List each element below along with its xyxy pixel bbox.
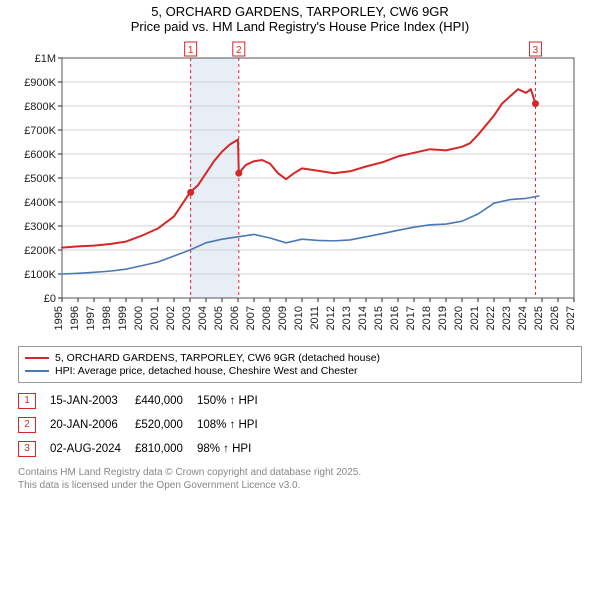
marker-row: 1 15-JAN-2003£440,000150% ↑ HPI (18, 389, 272, 413)
footer-note: Contains HM Land Registry data © Crown c… (0, 467, 600, 492)
svg-text:2021: 2021 (469, 306, 481, 330)
marker-row: 2 20-JAN-2006£520,000108% ↑ HPI (18, 413, 272, 437)
svg-text:£1M: £1M (35, 53, 56, 65)
footer-line-2: This data is licensed under the Open Gov… (18, 480, 582, 493)
svg-text:2011: 2011 (309, 306, 321, 330)
marker-date: 20-JAN-2006 (50, 413, 135, 437)
marker-date: 15-JAN-2003 (50, 389, 135, 413)
marker-badge: 1 (18, 393, 36, 409)
svg-text:2015: 2015 (373, 306, 385, 330)
svg-text:1996: 1996 (69, 306, 81, 330)
svg-text:£700K: £700K (24, 125, 56, 137)
marker-badge: 3 (18, 441, 36, 457)
svg-text:2001: 2001 (149, 306, 161, 330)
markers-table-wrap: 1 15-JAN-2003£440,000150% ↑ HPI 2 20-JAN-20… (0, 389, 600, 461)
markers-table: 1 15-JAN-2003£440,000150% ↑ HPI 2 20-JAN-20… (18, 389, 272, 461)
legend-row: HPI: Average price, detached house, Ches… (25, 365, 575, 377)
legend-label: 5, ORCHARD GARDENS, TARPORLEY, CW6 9GR (… (55, 352, 380, 364)
marker-row: 3 02-AUG-2024£810,00098% ↑ HPI (18, 437, 272, 461)
svg-text:1999: 1999 (117, 306, 129, 330)
svg-text:1995: 1995 (53, 306, 65, 330)
legend-swatch (25, 353, 49, 363)
svg-text:£200K: £200K (24, 245, 56, 257)
svg-text:£500K: £500K (24, 173, 56, 185)
svg-text:2013: 2013 (341, 306, 353, 330)
marker-pct: 98% ↑ HPI (197, 437, 272, 461)
svg-text:2022: 2022 (485, 306, 497, 330)
svg-text:2017: 2017 (405, 306, 417, 330)
svg-text:£400K: £400K (24, 197, 56, 209)
svg-text:2003: 2003 (181, 306, 193, 330)
svg-text:2020: 2020 (453, 306, 465, 330)
title-line-1: 5, ORCHARD GARDENS, TARPORLEY, CW6 9GR (18, 4, 582, 19)
svg-text:1: 1 (188, 45, 194, 56)
svg-text:2014: 2014 (357, 306, 369, 330)
svg-text:2016: 2016 (389, 306, 401, 330)
svg-text:2002: 2002 (165, 306, 177, 330)
legend-label: HPI: Average price, detached house, Ches… (55, 365, 358, 377)
legend: 5, ORCHARD GARDENS, TARPORLEY, CW6 9GR (… (0, 346, 600, 383)
svg-text:2006: 2006 (229, 306, 241, 330)
legend-swatch (25, 366, 49, 376)
svg-text:£0: £0 (44, 293, 56, 305)
chart: £0 £100K £200K £300K £400K £500K £600K £700K £80… (0, 40, 600, 340)
svg-text:2019: 2019 (437, 306, 449, 330)
title-line-2: Price paid vs. HM Land Registry's House … (18, 19, 582, 34)
svg-text:2: 2 (236, 45, 242, 56)
svg-text:2027: 2027 (565, 306, 577, 330)
svg-text:£100K: £100K (24, 269, 56, 281)
svg-text:£800K: £800K (24, 101, 56, 113)
svg-text:2007: 2007 (245, 306, 257, 330)
svg-text:2023: 2023 (501, 306, 513, 330)
marker-pct: 150% ↑ HPI (197, 389, 272, 413)
svg-text:2010: 2010 (293, 306, 305, 330)
svg-text:2024: 2024 (517, 306, 529, 330)
svg-text:£600K: £600K (24, 149, 56, 161)
marker-price: £520,000 (135, 413, 197, 437)
legend-row: 5, ORCHARD GARDENS, TARPORLEY, CW6 9GR (… (25, 352, 575, 364)
svg-text:2000: 2000 (133, 306, 145, 330)
svg-text:1998: 1998 (101, 306, 113, 330)
svg-text:2026: 2026 (549, 306, 561, 330)
svg-text:2005: 2005 (213, 306, 225, 330)
marker-badge: 2 (18, 417, 36, 433)
title-block: 5, ORCHARD GARDENS, TARPORLEY, CW6 9GR P… (0, 4, 600, 34)
marker-pct: 108% ↑ HPI (197, 413, 272, 437)
svg-text:2012: 2012 (325, 306, 337, 330)
marker-price: £440,000 (135, 389, 197, 413)
svg-text:2009: 2009 (277, 306, 289, 330)
chart-svg: £0 £100K £200K £300K £400K £500K £600K £700K £80… (18, 40, 582, 340)
marker-price: £810,000 (135, 437, 197, 461)
svg-text:2004: 2004 (197, 306, 209, 330)
svg-text:2008: 2008 (261, 306, 273, 330)
svg-text:1997: 1997 (85, 306, 97, 330)
svg-text:2025: 2025 (533, 306, 545, 330)
svg-text:£900K: £900K (24, 77, 56, 89)
svg-text:3: 3 (533, 45, 539, 56)
marker-date: 02-AUG-2024 (50, 437, 135, 461)
svg-text:2018: 2018 (421, 306, 433, 330)
footer-line-1: Contains HM Land Registry data © Crown c… (18, 467, 582, 480)
svg-text:£300K: £300K (24, 221, 56, 233)
